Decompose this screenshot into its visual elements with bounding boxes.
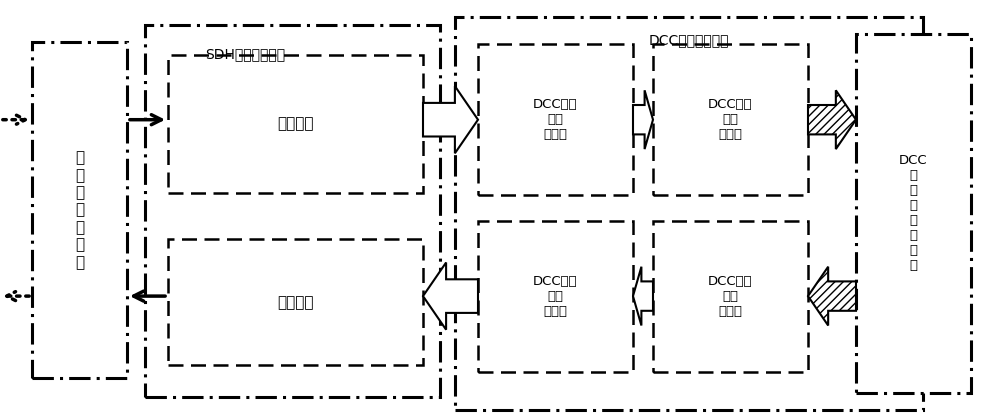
Bar <box>168 55 423 193</box>
Bar <box>32 42 127 378</box>
Polygon shape <box>633 267 653 326</box>
Text: DCC开销
回收
子模块: DCC开销 回收 子模块 <box>708 275 753 318</box>
Bar <box>653 44 808 195</box>
Bar <box>478 220 633 372</box>
Polygon shape <box>808 267 856 326</box>
Polygon shape <box>423 86 478 153</box>
Bar <box>455 17 923 410</box>
Text: DCC
开
销
交
叉
子
模
块: DCC 开 销 交 叉 子 模 块 <box>899 154 928 272</box>
Text: 光
信
号
处
理
模
块: 光 信 号 处 理 模 块 <box>75 150 84 270</box>
Text: 解帧通道: 解帧通道 <box>277 116 314 131</box>
Bar <box>145 25 440 397</box>
Bar <box>653 220 808 372</box>
Text: 成帧通道: 成帧通道 <box>277 295 314 310</box>
Text: SDH开销处理模块: SDH开销处理模块 <box>205 47 285 62</box>
Polygon shape <box>808 90 856 149</box>
Polygon shape <box>633 90 653 149</box>
Bar <box>856 34 971 393</box>
Text: DCC开销处理模块: DCC开销处理模块 <box>649 33 729 47</box>
Text: DCC开销
提交
子模块: DCC开销 提交 子模块 <box>708 98 753 141</box>
Bar <box>478 44 633 195</box>
Bar <box>168 239 423 365</box>
Text: DCC开销
插入
子模块: DCC开销 插入 子模块 <box>533 275 578 318</box>
Polygon shape <box>423 262 478 330</box>
Text: DCC开销
提取
子模块: DCC开销 提取 子模块 <box>533 98 578 141</box>
